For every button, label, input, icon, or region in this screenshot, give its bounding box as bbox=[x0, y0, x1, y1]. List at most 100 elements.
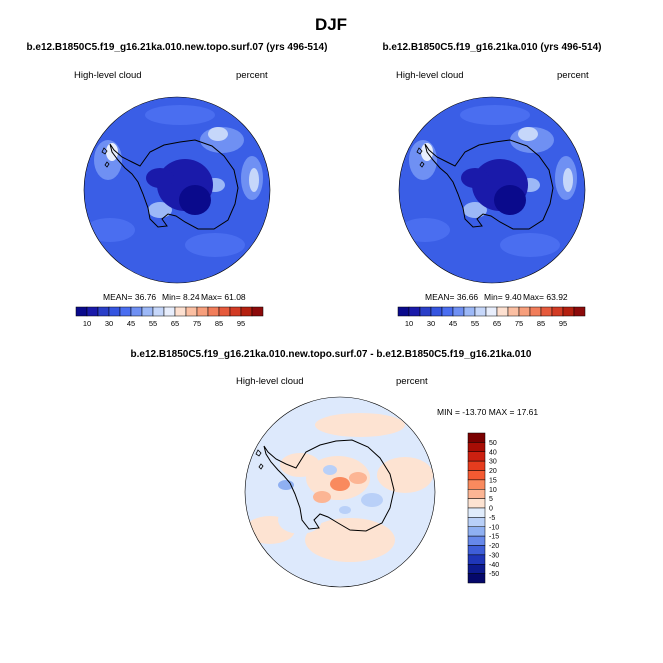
panel-1-colorbar-swatch bbox=[119, 306, 132, 317]
panel-3-colorbar-swatch bbox=[467, 442, 486, 452]
panel-3-colorbar-tick-label: 40 bbox=[489, 449, 497, 456]
panel-3-colorbar-swatch bbox=[467, 451, 486, 462]
panel-2-colorbar-swatch bbox=[397, 306, 410, 317]
panel-1-field-cell bbox=[146, 168, 174, 188]
panel-2-colorbar-swatch bbox=[408, 306, 421, 317]
panel-2-coastline bbox=[424, 139, 554, 230]
panel-1-field-cell bbox=[145, 105, 215, 125]
panel-2-colorbar-swatch bbox=[441, 306, 454, 317]
panel-2-colorbar-swatch bbox=[540, 306, 553, 317]
panel-1-coastline bbox=[109, 139, 239, 230]
panel-1-colorbar-swatch bbox=[130, 306, 143, 317]
panel-3-field-cell bbox=[349, 472, 367, 484]
panel-2-colorbar-tick-label: 75 bbox=[515, 319, 523, 328]
panel-3-min-max: MIN = -13.70 MAX = 17.61 bbox=[437, 407, 538, 417]
panel-2-colorbar-swatch bbox=[430, 306, 443, 317]
panel-2-colorbar-swatch bbox=[474, 306, 487, 317]
panel-3-colorbar-swatch bbox=[467, 573, 486, 584]
panel-1-colorbar-swatch bbox=[75, 306, 88, 317]
panel-3-colorbar-swatch bbox=[467, 535, 486, 546]
panel-3-field-cell bbox=[323, 465, 337, 475]
panel-3-colorbar-tick-label: -10 bbox=[489, 524, 499, 531]
panel-2-colorbar-tick-label: 10 bbox=[405, 319, 413, 328]
panel-3-island bbox=[255, 449, 262, 457]
panel-1-field-cell bbox=[249, 168, 259, 192]
panel-1-map bbox=[84, 97, 270, 283]
panel-3-colorbar-swatch bbox=[467, 517, 486, 527]
panel-1-field-cell bbox=[185, 233, 245, 257]
panel-2-min: Min= 9.40 bbox=[484, 292, 522, 302]
panel-1-colorbar-tick-label: 85 bbox=[215, 319, 223, 328]
panel-3-colorbar-swatch bbox=[467, 526, 486, 537]
panel-1-colorbar-tick-label: 30 bbox=[105, 319, 113, 328]
panel-2-field-cell bbox=[461, 168, 489, 188]
panel-1-colorbar-tick-label: 45 bbox=[127, 319, 135, 328]
panel-1-colorbar-swatch bbox=[251, 306, 264, 317]
panel-1-colorbar-tick-label: 95 bbox=[237, 319, 245, 328]
panel-3-colorbar-tick-label: 0 bbox=[489, 506, 493, 513]
panel-2-colorbar-swatch bbox=[562, 306, 575, 317]
panel-1-colorbar-tick-label: 65 bbox=[171, 319, 179, 328]
page-title: DJF bbox=[315, 15, 347, 34]
panel-2-colorbar-swatch bbox=[419, 306, 432, 317]
panel-1-field-cell bbox=[208, 127, 228, 141]
panel-3-colorbar-swatch bbox=[467, 545, 486, 556]
panel-3-colorbar-tick-label: -15 bbox=[489, 534, 499, 541]
panel-2-map-boundary bbox=[398, 96, 586, 284]
panel-2-right-label: percent bbox=[557, 70, 589, 81]
panel-2-field-cell bbox=[400, 218, 450, 242]
panel-2-map bbox=[399, 97, 585, 283]
panel-1-right-label: percent bbox=[236, 70, 268, 81]
panel-3-field-cell bbox=[377, 457, 433, 493]
panel-2-field-cell bbox=[460, 105, 530, 125]
panel-2-field-cell bbox=[463, 202, 487, 218]
panel-1-colorbar-tick-label: 75 bbox=[193, 319, 201, 328]
panel-1-min: Min= 8.24 bbox=[162, 292, 200, 302]
panel-2-colorbar-tick-label: 30 bbox=[427, 319, 435, 328]
panel-1-colorbar-swatch bbox=[86, 306, 99, 317]
panel-3-colorbar-tick-label: 10 bbox=[489, 487, 497, 494]
panel-3-colorbar-swatch bbox=[467, 460, 486, 471]
panel-2-title: b.e12.B1850C5.f19_g16.21ka.010 (yrs 496-… bbox=[382, 42, 601, 53]
panel-3-colorbar-tick-label: 30 bbox=[489, 459, 497, 466]
panel-1-field-cell bbox=[85, 218, 135, 242]
panel-1-field-cell bbox=[179, 185, 211, 215]
panel-2-colorbar-swatch bbox=[452, 306, 465, 317]
panel-3-right-label: percent bbox=[396, 376, 428, 387]
panel-1-colorbar-swatch bbox=[185, 306, 198, 317]
panel-3-map bbox=[245, 397, 435, 587]
panel-3-colorbar-tick-label: 5 bbox=[489, 496, 493, 503]
panel-2-colorbar-tick-label: 65 bbox=[493, 319, 501, 328]
panel-3-title: b.e12.B1850C5.f19_g16.21ka.010.new.topo.… bbox=[131, 349, 532, 360]
panel-3-colorbar-swatch bbox=[467, 507, 486, 518]
panel-3-colorbar-tick-label: -50 bbox=[489, 571, 499, 578]
panel-2-field-cell bbox=[563, 168, 573, 192]
panel-1-colorbar-tick-label: 55 bbox=[149, 319, 157, 328]
panel-2-colorbar-swatch bbox=[496, 306, 509, 317]
panel-3-colorbar-tick-label: -20 bbox=[489, 543, 499, 550]
panel-3-colorbar-tick-label: 50 bbox=[489, 440, 497, 447]
panel-1-colorbar-swatch bbox=[97, 306, 110, 317]
panel-2-left-label: High-level cloud bbox=[396, 70, 464, 81]
panel-3-coastline bbox=[263, 439, 395, 532]
panel-1-colorbar-swatch bbox=[229, 306, 242, 317]
panel-1-colorbar-swatch bbox=[218, 306, 231, 317]
panel-2-field-cell bbox=[494, 185, 526, 215]
panel-2-colorbar-swatch bbox=[529, 306, 542, 317]
panel-1-field-cell bbox=[148, 202, 172, 218]
panel-3-island bbox=[258, 463, 264, 470]
panel-2-colorbar-swatch bbox=[518, 306, 531, 317]
panel-3-left-label: High-level cloud bbox=[236, 376, 304, 387]
panel-2-colorbar-tick-label: 85 bbox=[537, 319, 545, 328]
panel-1-mean: MEAN= 36.76 bbox=[103, 292, 156, 302]
panel-3-field-cell bbox=[361, 493, 383, 507]
panel-1-left-label: High-level cloud bbox=[74, 70, 142, 81]
panel-3-field-cell bbox=[305, 518, 395, 562]
panel-1-island bbox=[101, 147, 108, 155]
panel-2-island bbox=[419, 161, 425, 168]
panel-2: b.e12.B1850C5.f19_g16.21ka.010 (yrs 496-… bbox=[382, 42, 601, 328]
panel-1-colorbar-tick-label: 10 bbox=[83, 319, 91, 328]
panel-2-colorbar: 10 30 45 55 65 75 85 95 bbox=[397, 306, 586, 328]
